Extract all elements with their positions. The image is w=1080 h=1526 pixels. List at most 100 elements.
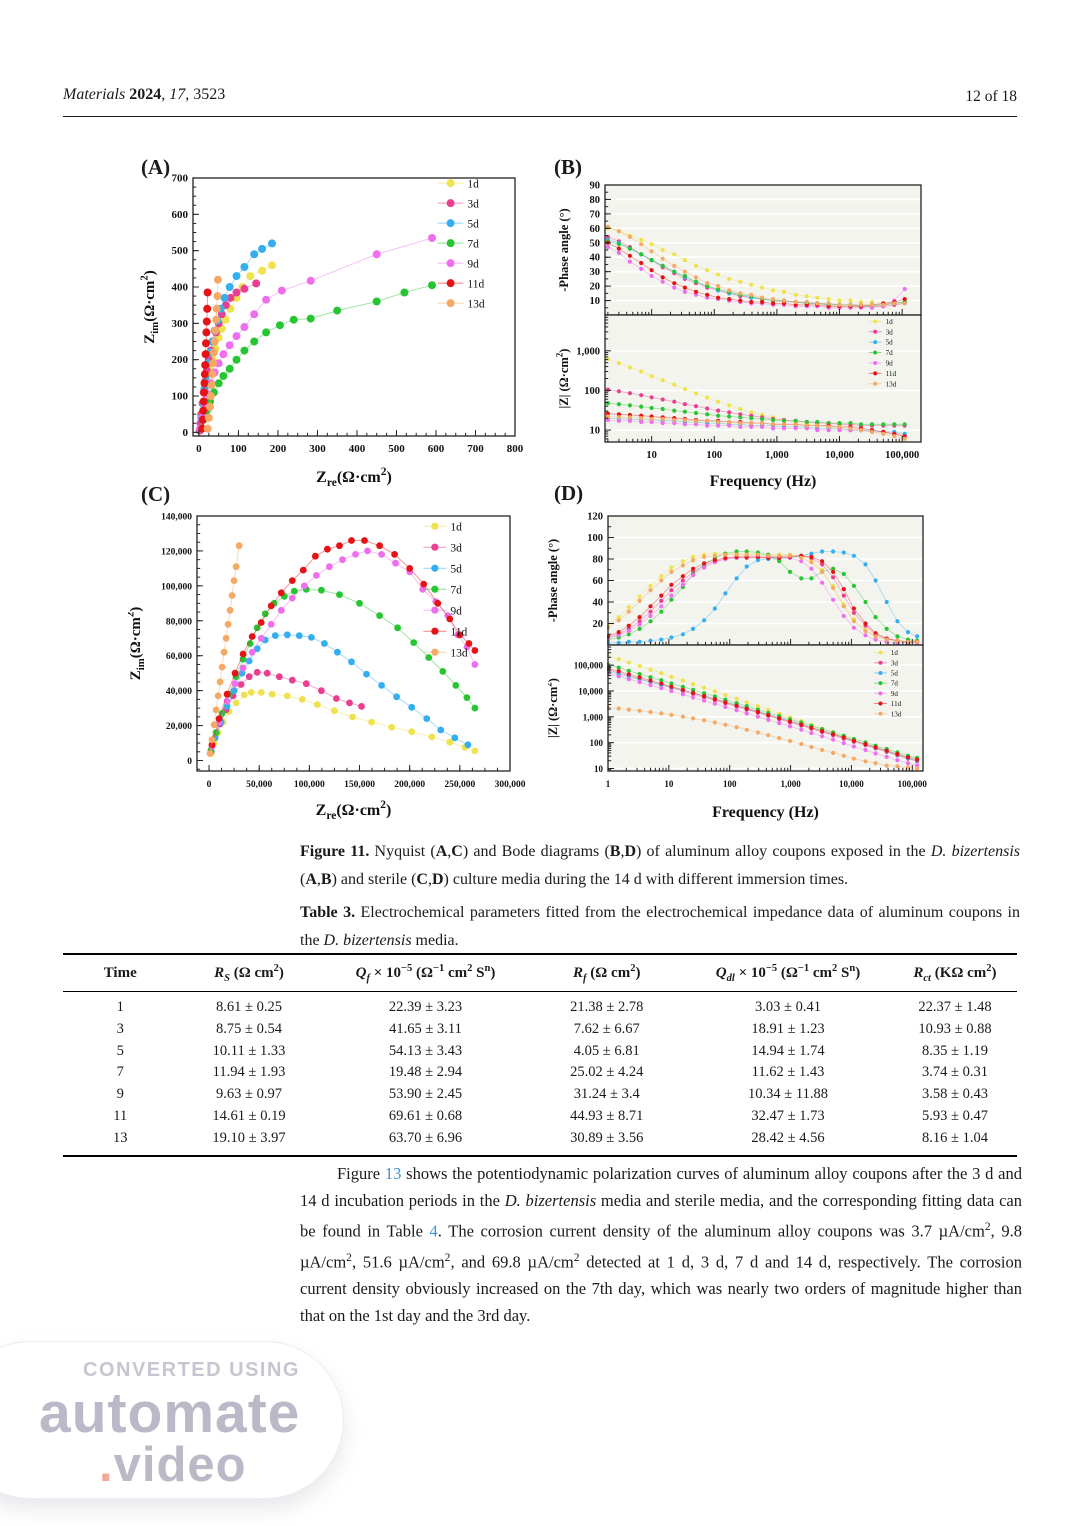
svg-text:3d: 3d xyxy=(450,542,462,554)
svg-text:-Phase angle (°): -Phase angle (°) xyxy=(548,539,560,622)
svg-text:10: 10 xyxy=(664,779,674,789)
table-cell: 8.16 ± 1.04 xyxy=(921,1129,988,1146)
svg-text:10,000: 10,000 xyxy=(839,779,864,789)
table-cell: 1 xyxy=(116,999,124,1015)
svg-text:150,000: 150,000 xyxy=(344,780,375,790)
svg-text:7d: 7d xyxy=(886,349,894,357)
nyquist-chart-C: 0 50,000 100,000 150,000 200,000 250,000 300,0… xyxy=(124,483,542,840)
table-4-link[interactable]: 4 xyxy=(429,1221,438,1241)
watermark-converted-using: CONVERTED USING xyxy=(83,1359,300,1381)
table-cell: 9.63 ± 0.97 xyxy=(216,1086,282,1103)
svg-text:70: 70 xyxy=(590,209,601,220)
svg-text:500: 500 xyxy=(172,245,189,257)
svg-text:11d: 11d xyxy=(467,278,484,290)
svg-text:140,000: 140,000 xyxy=(161,513,192,523)
svg-text:10: 10 xyxy=(594,764,604,774)
svg-text:1,000: 1,000 xyxy=(780,779,801,789)
svg-text:120: 120 xyxy=(587,512,603,523)
table-cell: 3.74 ± 0.31 xyxy=(921,1064,988,1081)
svg-text:1d: 1d xyxy=(891,649,899,657)
svg-text:80: 80 xyxy=(590,195,601,206)
watermark-badge: CONVERTED USING automate .video xyxy=(0,1341,344,1499)
nyquist-plot-A: 0 100 200 300 400 500 600 700 800 0 100 200 300 400 50… xyxy=(138,173,524,490)
table-cell: 8.35 ± 1.19 xyxy=(921,1042,988,1059)
table-cell: 41.65 ± 3.11 xyxy=(389,1020,462,1037)
watermark-dot: . xyxy=(99,1438,114,1492)
table-row: 7 11.94 ± 1.93 19.48 ± 2.94 25.02 ± 4.24 11.… xyxy=(63,1062,1017,1084)
table-cell: 32.47 ± 1.73 xyxy=(751,1107,825,1124)
svg-text:10: 10 xyxy=(590,426,601,437)
svg-text:300: 300 xyxy=(309,443,326,455)
svg-text:60: 60 xyxy=(590,224,601,235)
table-cell: 5.93 ± 0.47 xyxy=(921,1107,988,1124)
table-column-header: RS (Ω cm2) xyxy=(177,954,321,992)
svg-text:40: 40 xyxy=(593,598,604,609)
table-cell: 8.61 ± 0.25 xyxy=(216,999,282,1015)
svg-text:0: 0 xyxy=(183,427,189,439)
table-cell: 10.11 ± 1.33 xyxy=(212,1042,286,1059)
svg-text:0: 0 xyxy=(196,443,202,455)
svg-text:20,000: 20,000 xyxy=(166,722,192,732)
svg-text:11d: 11d xyxy=(450,626,467,638)
header-rule xyxy=(63,116,1017,117)
svg-text:|Z| (Ω·cm2): |Z| (Ω·cm2) xyxy=(548,678,560,738)
svg-text:5d: 5d xyxy=(886,339,894,347)
svg-text:600: 600 xyxy=(172,209,189,221)
svg-text:100: 100 xyxy=(230,443,247,455)
svg-text:13d: 13d xyxy=(886,380,897,388)
journal-citation: Materials 2024, 17, 3523 xyxy=(63,86,226,103)
table-column-header: Time xyxy=(63,954,178,992)
svg-text:500: 500 xyxy=(388,443,405,455)
svg-text:10,000: 10,000 xyxy=(578,686,603,696)
table-row: 5 10.11 ± 1.33 54.13 ± 3.43 4.05 ± 6.81 14.9… xyxy=(63,1040,1017,1062)
svg-text:200: 200 xyxy=(172,354,189,366)
svg-text:7d: 7d xyxy=(467,238,479,250)
table-cell: 11 xyxy=(113,1107,128,1124)
table-cell: 5 xyxy=(116,1042,124,1059)
table-3-caption: Table 3. Electrochemical parameters fitt… xyxy=(300,904,1020,949)
svg-text:50,000: 50,000 xyxy=(246,780,272,790)
svg-text:100,000: 100,000 xyxy=(161,582,192,592)
table-cell: 11.94 ± 1.93 xyxy=(212,1064,286,1081)
svg-text:0: 0 xyxy=(187,757,192,767)
svg-text:9d: 9d xyxy=(886,360,894,368)
table-row: 3 8.75 ± 0.54 41.65 ± 3.11 7.62 ± 6.67 18.91… xyxy=(63,1018,1017,1040)
svg-text:100: 100 xyxy=(723,779,737,789)
svg-text:1d: 1d xyxy=(467,178,479,190)
nyquist-chart-A: 0 100 200 300 400 500 600 700 800 0 100 200 300 400 50… xyxy=(138,158,552,497)
svg-text:-Phase angle (°): -Phase angle (°) xyxy=(557,208,571,291)
table-cell: 3.58 ± 0.43 xyxy=(921,1086,988,1103)
svg-text:1,000: 1,000 xyxy=(583,712,604,722)
page-number: 12 of 18 xyxy=(965,88,1017,105)
svg-text:200: 200 xyxy=(270,443,287,455)
table-column-header: Qf × 10−5 (Ω−1 cm2 Sn) xyxy=(320,954,531,992)
table-cell: 22.39 ± 3.23 xyxy=(388,999,463,1015)
nyquist-plot-C: 0 50,000 100,000 150,000 200,000 250,000 300,0… xyxy=(124,513,525,823)
svg-text:40: 40 xyxy=(590,253,601,264)
table-row: 1 8.61 ± 0.25 22.39 ± 3.23 21.38 ± 2.78 3.03… xyxy=(63,992,1017,1019)
table-column-header: Rct (KΩ cm2) xyxy=(892,954,1017,992)
table-row: 13 19.10 ± 3.97 63.70 ± 6.96 30.89 ± 3.56 28… xyxy=(63,1127,1017,1155)
svg-text:5d: 5d xyxy=(891,669,899,677)
svg-text:300: 300 xyxy=(172,318,189,330)
figure-13-link[interactable]: 13 xyxy=(384,1164,402,1183)
svg-text:1,000: 1,000 xyxy=(765,450,789,461)
svg-text:3d: 3d xyxy=(886,328,894,336)
table-3: Time RS (Ω cm2) Qf × 10−5 (Ω−1 cm2 Sn) Rf (… xyxy=(63,953,1017,1157)
table-cell: 9 xyxy=(116,1086,124,1103)
svg-text:9d: 9d xyxy=(891,690,899,698)
table-cell: 10.93 ± 0.88 xyxy=(918,1020,992,1037)
svg-text:100: 100 xyxy=(590,738,604,748)
svg-text:60,000: 60,000 xyxy=(166,652,192,662)
body-paragraph: Figure 13 shows the potentiodynamic pola… xyxy=(300,1164,1022,1325)
svg-text:40,000: 40,000 xyxy=(166,687,192,697)
svg-text:7d: 7d xyxy=(891,680,899,688)
svg-text:120,000: 120,000 xyxy=(161,547,192,557)
svg-text:100,000: 100,000 xyxy=(885,450,919,461)
svg-text:30: 30 xyxy=(590,267,601,278)
table-cell: 18.91 ± 1.23 xyxy=(751,1020,825,1037)
table-cell: 13 xyxy=(112,1129,128,1146)
table-header-row: Time RS (Ω cm2) Qf × 10−5 (Ω−1 cm2 Sn) Rf (… xyxy=(63,954,1017,992)
svg-text:20: 20 xyxy=(590,282,601,293)
